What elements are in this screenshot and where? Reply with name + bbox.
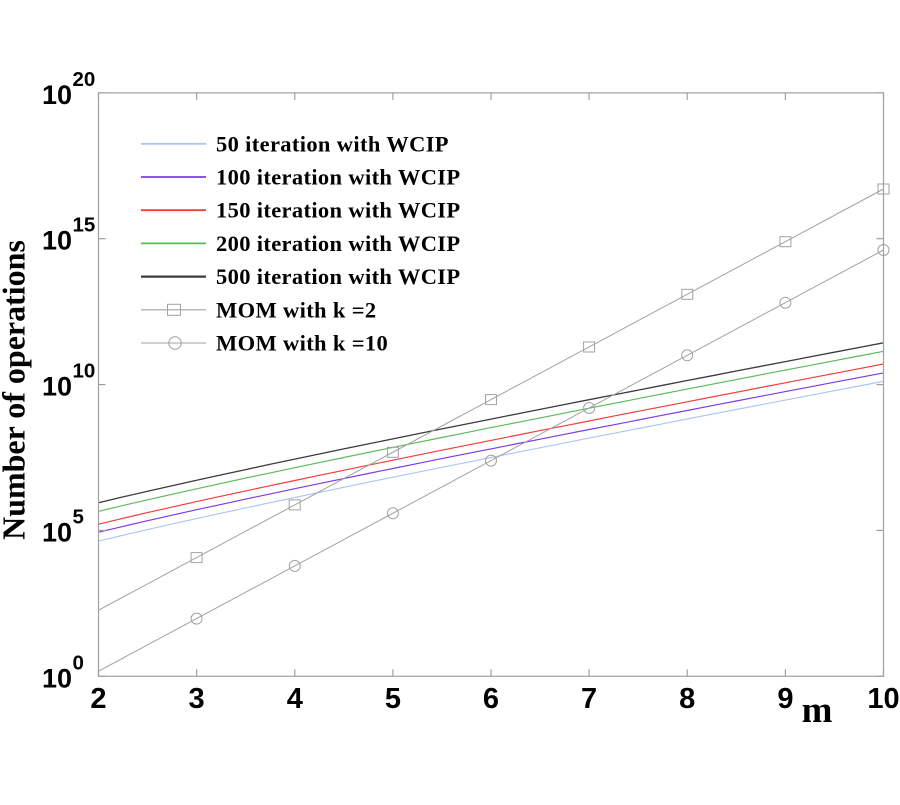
svg-text:10: 10 [73, 360, 96, 383]
svg-text:8: 8 [679, 683, 695, 715]
svg-text:3: 3 [189, 683, 205, 715]
svg-text:10: 10 [867, 683, 899, 715]
svg-text:0: 0 [73, 651, 84, 674]
svg-text:7: 7 [581, 683, 597, 715]
svg-text:10: 10 [42, 663, 72, 693]
svg-text:100 iteration with WCIP: 100 iteration with WCIP [216, 165, 461, 190]
svg-text:500 iteration with WCIP: 500 iteration with WCIP [216, 264, 461, 289]
svg-text:20: 20 [73, 68, 96, 91]
svg-text:MOM with k =10: MOM with k =10 [216, 331, 388, 356]
svg-text:10: 10 [42, 80, 72, 110]
svg-text:10: 10 [42, 226, 72, 256]
svg-text:10: 10 [42, 372, 72, 402]
svg-text:Number of operations: Number of operations [0, 240, 32, 540]
svg-text:5: 5 [73, 505, 84, 528]
svg-text:m: m [802, 690, 833, 731]
svg-text:10: 10 [42, 517, 72, 547]
svg-text:150 iteration with WCIP: 150 iteration with WCIP [216, 198, 461, 223]
svg-text:15: 15 [73, 214, 96, 237]
svg-text:6: 6 [483, 683, 499, 715]
svg-text:5: 5 [385, 683, 401, 715]
svg-text:50 iteration with WCIP: 50 iteration with WCIP [216, 131, 449, 156]
svg-text:4: 4 [287, 683, 303, 715]
svg-text:MOM with k =2: MOM with k =2 [216, 297, 377, 322]
svg-text:2: 2 [90, 683, 106, 715]
svg-text:200 iteration with WCIP: 200 iteration with WCIP [216, 231, 461, 256]
svg-text:9: 9 [777, 683, 793, 715]
